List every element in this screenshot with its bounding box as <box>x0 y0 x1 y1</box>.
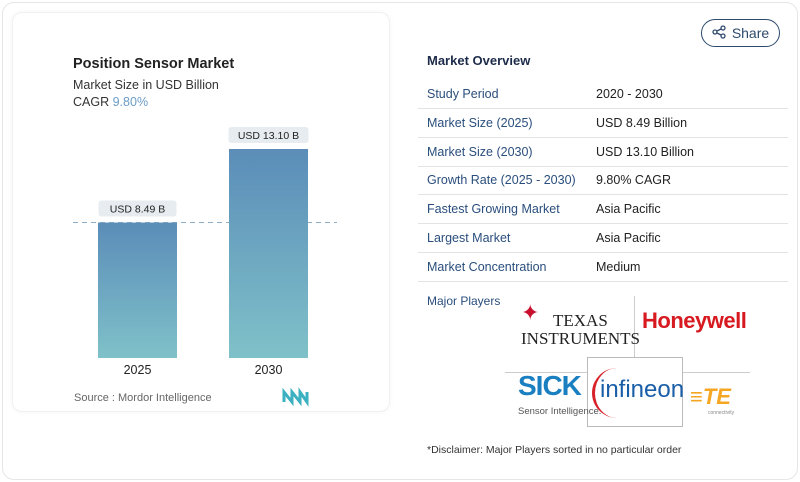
x-tick-label: 2030 <box>255 363 283 377</box>
row-label: Market Size (2025) <box>427 115 533 130</box>
cagr: CAGR 9.80% <box>73 95 148 109</box>
disclaimer: *Disclaimer: Major Players sorted in no … <box>427 444 682 456</box>
row-label: Market Size (2030) <box>427 144 533 159</box>
logo-te: ≡TE connectivity <box>690 384 735 416</box>
overview-row: Market Concentration Medium <box>418 253 788 282</box>
overview-row: Largest Market Asia Pacific <box>418 224 788 253</box>
bar-2025 <box>98 222 177 358</box>
row-value: Medium <box>596 259 641 274</box>
share-icon <box>712 24 726 42</box>
chart-title: Position Sensor Market <box>73 56 235 72</box>
row-label: Growth Rate (2025 - 2030) <box>427 173 576 188</box>
row-value: 2020 - 2030 <box>596 87 663 101</box>
row-label: Market Concentration <box>427 259 547 274</box>
chart-card <box>12 12 390 412</box>
logo-honeywell: Honeywell <box>642 308 747 333</box>
data-label-bg <box>98 200 177 217</box>
logo-sick: SICK Sensor Intelligence. <box>518 370 602 417</box>
source-text: Source : Mordor Intelligence <box>74 392 212 404</box>
bar-chart: USD 8.49 B 2025 USD 13.10 B 2030 <box>73 127 337 377</box>
row-value: Asia Pacific <box>596 202 661 217</box>
x-tick-label: 2025 <box>124 363 152 377</box>
share-button[interactable]: Share <box>701 19 780 47</box>
share-label: Share <box>731 25 770 41</box>
overview-row: Fastest Growing Market Asia Pacific <box>418 195 788 225</box>
cagr-value: 9.80% <box>112 95 149 109</box>
row-label: Largest Market <box>427 231 511 245</box>
cagr-label: CAGR <box>73 95 110 109</box>
data-label: USD 13.10 B <box>238 130 299 142</box>
overview-title: Market Overview <box>427 53 531 68</box>
data-label-bg <box>228 127 309 143</box>
overview-row: Market Size (2030) USD 13.10 Billion <box>418 138 788 167</box>
bar-2030 <box>229 149 308 358</box>
chart-subtitle: Market Size in USD Billion <box>73 78 219 92</box>
logo-infineon: infineon <box>592 368 684 418</box>
major-players-label: Major Players <box>427 294 501 308</box>
overview-row: Study Period 2020 - 2030 <box>418 80 788 109</box>
row-value: 9.80% CAGR <box>596 173 672 188</box>
overview-row: Market Size (2025) USD 8.49 Billion <box>418 109 788 138</box>
row-label: Fastest Growing Market <box>427 202 560 217</box>
row-label: Study Period <box>427 87 499 101</box>
row-value: USD 8.49 Billion <box>596 115 688 130</box>
data-label: USD 8.49 B <box>110 204 165 216</box>
row-value: Asia Pacific <box>596 231 661 245</box>
overview-row: Growth Rate (2025 - 2030) 9.80% CAGR <box>418 166 788 196</box>
row-value: USD 13.10 Billion <box>596 144 694 159</box>
